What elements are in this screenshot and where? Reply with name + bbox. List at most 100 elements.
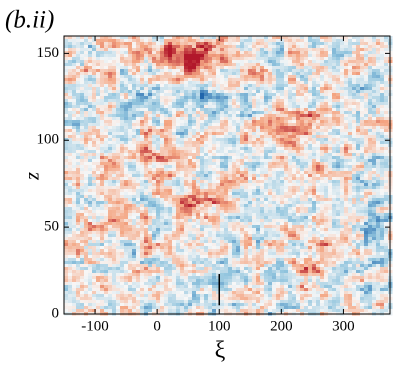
- field-cell: [76, 171, 81, 175]
- field-cell: [120, 135, 125, 139]
- field-cell: [128, 204, 133, 208]
- field-cell: [332, 99, 337, 103]
- field-cell: [236, 69, 241, 73]
- field-cell: [84, 201, 89, 205]
- field-cell: [204, 177, 209, 181]
- field-cell: [160, 87, 165, 91]
- field-cell: [236, 216, 241, 220]
- field-cell: [260, 216, 265, 220]
- field-cell: [208, 147, 213, 151]
- field-cell: [304, 213, 309, 217]
- field-cell: [112, 45, 117, 49]
- field-cell: [320, 63, 325, 67]
- field-cell: [336, 39, 341, 43]
- field-cell: [80, 36, 85, 40]
- field-cell: [144, 186, 149, 190]
- field-cell: [104, 195, 109, 199]
- field-cell: [72, 138, 77, 142]
- field-cell: [88, 213, 93, 217]
- field-cell: [64, 165, 69, 169]
- field-cell: [248, 129, 253, 133]
- field-cell: [152, 51, 157, 55]
- field-cell: [128, 36, 133, 40]
- field-cell: [276, 72, 281, 76]
- field-cell: [256, 171, 261, 175]
- field-cell: [116, 144, 121, 148]
- field-cell: [172, 207, 177, 211]
- field-cell: [156, 69, 161, 73]
- field-cell: [264, 189, 269, 193]
- field-cell: [112, 120, 117, 124]
- field-cell: [168, 189, 173, 193]
- field-cell: [92, 138, 97, 142]
- field-cell: [108, 207, 113, 211]
- field-cell: [224, 105, 229, 109]
- field-cell: [144, 171, 149, 175]
- field-cell: [220, 123, 225, 127]
- field-cell: [172, 159, 177, 163]
- field-cell: [272, 189, 277, 193]
- field-cell: [72, 84, 77, 88]
- field-cell: [124, 87, 129, 91]
- field-cell: [276, 105, 281, 109]
- field-cell: [140, 177, 145, 181]
- field-cell: [108, 135, 113, 139]
- field-cell: [316, 132, 321, 136]
- field-cell: [340, 72, 345, 76]
- field-cell: [360, 132, 365, 136]
- field-cell: [328, 168, 333, 172]
- field-cell: [140, 192, 145, 196]
- field-cell: [168, 120, 173, 124]
- field-cell: [260, 99, 265, 103]
- field-cell: [76, 108, 81, 112]
- field-cell: [308, 102, 313, 106]
- field-cell: [84, 105, 89, 109]
- field-cell: [196, 42, 201, 46]
- field-cell: [64, 180, 69, 184]
- field-cell: [344, 153, 349, 157]
- field-cell: [268, 165, 273, 169]
- field-cell: [108, 63, 113, 67]
- field-cell: [288, 39, 293, 43]
- field-cell: [252, 144, 257, 148]
- field-cell: [360, 78, 365, 82]
- field-cell: [112, 54, 117, 58]
- field-cell: [172, 177, 177, 181]
- field-cell: [340, 198, 345, 202]
- field-cell: [76, 63, 81, 67]
- field-cell: [212, 153, 217, 157]
- field-cell: [360, 84, 365, 88]
- field-cell: [332, 108, 337, 112]
- field-cell: [328, 105, 333, 109]
- field-cell: [72, 189, 77, 193]
- field-cell: [264, 138, 269, 142]
- field-cell: [340, 96, 345, 100]
- field-cell: [104, 72, 109, 76]
- field-cell: [352, 42, 357, 46]
- field-cell: [84, 63, 89, 67]
- field-cell: [296, 39, 301, 43]
- field-cell: [92, 87, 97, 91]
- field-cell: [208, 180, 213, 184]
- field-cell: [372, 162, 377, 166]
- field-cell: [228, 168, 233, 172]
- field-cell: [360, 75, 365, 79]
- field-cell: [316, 99, 321, 103]
- field-cell: [364, 99, 369, 103]
- field-cell: [244, 123, 249, 127]
- field-cell: [292, 189, 297, 193]
- field-cell: [252, 186, 257, 190]
- field-cell: [220, 84, 225, 88]
- field-cell: [292, 186, 297, 190]
- field-cell: [224, 66, 229, 70]
- field-cell: [256, 108, 261, 112]
- field-cell: [304, 114, 309, 118]
- field-cell: [312, 99, 317, 103]
- field-cell: [180, 129, 185, 133]
- field-cell: [336, 129, 341, 133]
- field-cell: [288, 153, 293, 157]
- field-cell: [328, 180, 333, 184]
- field-cell: [352, 192, 357, 196]
- field-cell: [212, 177, 217, 181]
- field-cell: [208, 216, 213, 220]
